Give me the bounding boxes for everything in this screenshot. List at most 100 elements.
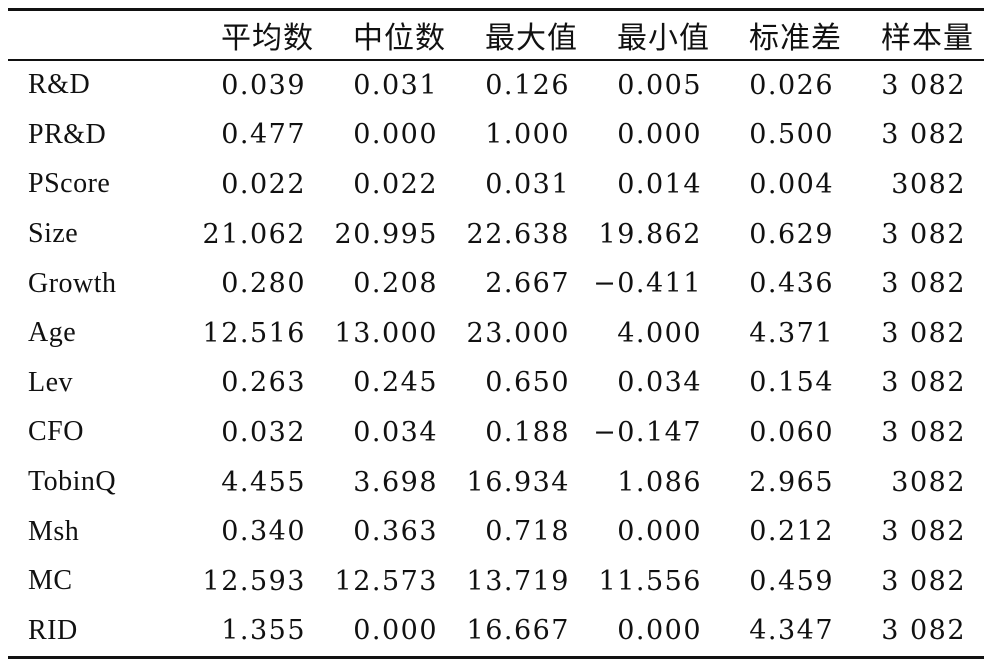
- table-cell: 3 082: [881, 119, 966, 151]
- row-label: MC: [28, 565, 73, 597]
- row-label: RID: [28, 614, 78, 646]
- header-cell-median: 中位数: [353, 21, 446, 56]
- table-row: Growth 0.280 0.208 2.667 −0.411 0.436 3 …: [8, 259, 984, 309]
- table-cell: 3 082: [881, 565, 966, 597]
- header-cell-mean: 平均数: [221, 21, 314, 56]
- table-cell: 1.000: [485, 119, 570, 151]
- header-cell-max: 最大值: [485, 21, 578, 56]
- table-cell: 13.719: [466, 565, 570, 597]
- table-cell: 0.459: [749, 565, 834, 597]
- table-cell: 0.005: [617, 69, 702, 101]
- table-cell: 16.934: [466, 466, 570, 498]
- table-row: Age 12.516 13.000 23.000 4.000 4.371 3 0…: [8, 308, 984, 358]
- table-cell: 12.573: [334, 565, 438, 597]
- descriptive-stats-table: 平均数 中位数 最大值 最小值 标准差 样本量 R&D 0.039 0.031 …: [8, 8, 984, 659]
- table-row: RID 1.355 0.000 16.667 0.000 4.347 3 082: [8, 606, 984, 656]
- table-cell: 0.263: [221, 367, 306, 399]
- header-cell-n: 样本量: [881, 21, 974, 56]
- table-cell: 0.500: [749, 119, 834, 151]
- table-cell: 0.280: [221, 268, 306, 300]
- table-cell: 23.000: [466, 317, 570, 349]
- table-cell: −0.411: [593, 268, 702, 300]
- table-cell: 0.004: [749, 168, 834, 200]
- table-cell: 0.000: [353, 119, 438, 151]
- table-cell: 3 082: [881, 416, 966, 448]
- table-row: CFO 0.032 0.034 0.188 −0.147 0.060 3 082: [8, 408, 984, 458]
- table-cell: 1.086: [617, 466, 702, 498]
- stats-table-body: R&D 0.039 0.031 0.126 0.005 0.026 3 082 …: [8, 61, 984, 656]
- table-cell: 3 082: [881, 615, 966, 647]
- table-cell: 0.022: [221, 168, 306, 200]
- table-cell: 0.000: [353, 615, 438, 647]
- table-cell: 3082: [891, 466, 966, 498]
- table-row: TobinQ 4.455 3.698 16.934 1.086 2.965 30…: [8, 457, 984, 507]
- table-cell: 0.060: [749, 416, 834, 448]
- table-cell: 0.000: [617, 615, 702, 647]
- header-cell-std: 标准差: [749, 21, 842, 56]
- table-cell: 3 082: [881, 516, 966, 548]
- table-cell: 3 082: [881, 69, 966, 101]
- table-cell: 19.862: [598, 218, 702, 250]
- table-cell: −0.147: [593, 416, 702, 448]
- row-label: Growth: [28, 267, 117, 299]
- table-cell: 0.034: [617, 367, 702, 399]
- table-cell: 13.000: [334, 317, 438, 349]
- table-cell: 0.650: [485, 367, 570, 399]
- table-cell: 0.022: [353, 168, 438, 200]
- table-cell: 0.188: [485, 416, 570, 448]
- table-row: Msh 0.340 0.363 0.718 0.000 0.212 3 082: [8, 507, 984, 557]
- row-label: Size: [28, 218, 79, 250]
- table-row: PScore 0.022 0.022 0.031 0.014 0.004 308…: [8, 160, 984, 210]
- table-cell: 4.000: [617, 317, 702, 349]
- table-cell: 4.347: [749, 615, 834, 647]
- header-row: 平均数 中位数 最大值 最小值 标准差 样本量: [8, 11, 984, 59]
- table-cell: 0.208: [353, 268, 438, 300]
- stats-table: 平均数 中位数 最大值 最小值 标准差 样本量: [8, 11, 984, 59]
- table-cell: 21.062: [202, 218, 306, 250]
- table-cell: 0.629: [749, 218, 834, 250]
- table-cell: 11.556: [598, 565, 702, 597]
- table-cell: 20.995: [334, 218, 438, 250]
- table-cell: 22.638: [466, 218, 570, 250]
- table-cell: 2.965: [749, 466, 834, 498]
- row-label: PR&D: [28, 118, 107, 150]
- table-cell: 3 082: [881, 367, 966, 399]
- row-label: Age: [28, 317, 77, 349]
- table-cell: 12.593: [202, 565, 306, 597]
- table-cell: 3.698: [353, 466, 438, 498]
- table-cell: 0.026: [749, 69, 834, 101]
- table-cell: 0.031: [485, 168, 570, 200]
- table-cell: 0.718: [485, 516, 570, 548]
- row-label: TobinQ: [28, 466, 117, 498]
- header-rule: [8, 59, 984, 61]
- table-cell: 0.363: [353, 516, 438, 548]
- header-cell-min: 最小值: [617, 21, 710, 56]
- table-cell: 4.455: [221, 466, 306, 498]
- table-cell: 3082: [891, 168, 966, 200]
- table-cell: 3 082: [881, 218, 966, 250]
- row-label: Msh: [28, 515, 80, 547]
- table-cell: 4.371: [749, 317, 834, 349]
- table-cell: 1.355: [221, 615, 306, 647]
- table-cell: 0.031: [353, 69, 438, 101]
- table-cell: 0.014: [617, 168, 702, 200]
- row-label: CFO: [28, 416, 84, 448]
- table-row: PR&D 0.477 0.000 1.000 0.000 0.500 3 082: [8, 110, 984, 160]
- header-cell-variable: [8, 11, 192, 59]
- table-row: Size 21.062 20.995 22.638 19.862 0.629 3…: [8, 209, 984, 259]
- row-label: R&D: [28, 69, 91, 101]
- top-rule: [8, 8, 984, 11]
- table-row: Lev 0.263 0.245 0.650 0.034 0.154 3 082: [8, 358, 984, 408]
- table-cell: 0.000: [617, 516, 702, 548]
- table-cell: 0.212: [749, 516, 834, 548]
- table-row: R&D 0.039 0.031 0.126 0.005 0.026 3 082: [8, 61, 984, 111]
- bottom-rule: [8, 655, 984, 659]
- table-cell: 0.126: [485, 69, 570, 101]
- table-cell: 0.034: [353, 416, 438, 448]
- table-row: MC 12.593 12.573 13.719 11.556 0.459 3 0…: [8, 556, 984, 606]
- table-cell: 0.032: [221, 416, 306, 448]
- table-cell: 0.000: [617, 119, 702, 151]
- table-cell: 0.154: [749, 367, 834, 399]
- table-cell: 12.516: [202, 317, 306, 349]
- table-cell: 3 082: [881, 317, 966, 349]
